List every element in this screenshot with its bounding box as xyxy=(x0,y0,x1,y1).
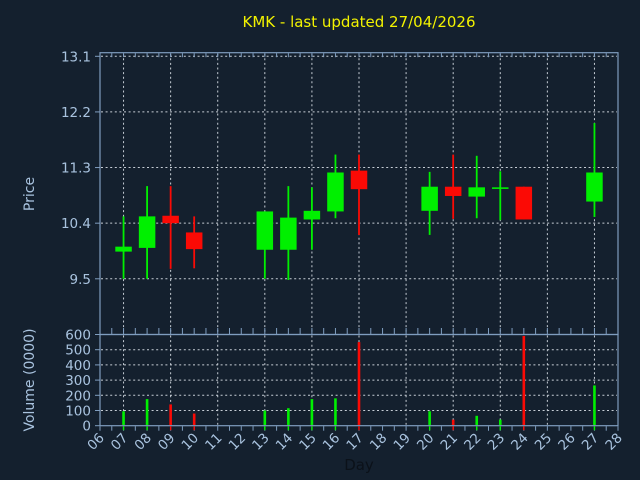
volume-tick-label: 200 xyxy=(65,388,91,404)
candle-day-14 xyxy=(280,186,297,281)
volume-tick-label: 300 xyxy=(65,373,91,389)
candle-day-27 xyxy=(586,123,603,217)
price-axis-title: Price xyxy=(22,176,38,212)
candle-day-22 xyxy=(468,155,485,219)
volume-tick-label: 100 xyxy=(65,404,91,420)
candle-body xyxy=(256,211,274,250)
candle-body xyxy=(303,210,321,220)
volume-panel-frame xyxy=(99,333,619,427)
candle-body xyxy=(350,170,368,190)
volume-tick-label: 0 xyxy=(82,419,91,435)
price-tick-label: 9.5 xyxy=(70,272,91,288)
candle-day-16 xyxy=(327,154,344,219)
candle-day-07 xyxy=(115,216,132,279)
volume-tick-label: 600 xyxy=(65,328,91,344)
candle-day-13 xyxy=(256,211,274,279)
volume-tick-label: 400 xyxy=(65,358,91,374)
candle-day-21 xyxy=(444,154,462,219)
day-axis-title: Day xyxy=(344,456,374,474)
candle-day-10 xyxy=(185,216,203,269)
candle-body xyxy=(515,186,533,220)
volume-tick-label: 500 xyxy=(65,343,91,359)
chart-title: KMK - last updated 27/04/2026 xyxy=(242,13,476,31)
candle-body xyxy=(492,187,509,189)
candle-body xyxy=(327,172,344,212)
candle-body xyxy=(185,232,203,250)
price-tick-label: 12.2 xyxy=(61,105,91,121)
candle-day-24 xyxy=(515,186,533,220)
candle-day-20 xyxy=(421,171,438,235)
candle-day-23 xyxy=(492,171,509,221)
candle-body xyxy=(468,187,485,197)
price-tick-label: 11.3 xyxy=(61,161,91,177)
candle-body xyxy=(138,216,156,248)
candle-body xyxy=(280,217,297,250)
candle-body xyxy=(444,186,462,196)
candle-body xyxy=(162,215,179,224)
candle-body xyxy=(586,172,603,202)
candle-day-09 xyxy=(162,186,179,269)
candle-body xyxy=(115,246,132,252)
candle-body xyxy=(421,186,438,211)
price-tick-label: 10.4 xyxy=(61,216,91,232)
candle-day-08 xyxy=(138,186,156,279)
candle-day-15 xyxy=(303,187,321,250)
candle-day-17 xyxy=(350,154,368,235)
price-tick-label: 13.1 xyxy=(61,49,91,65)
volume-axis-title: Volume (0000) xyxy=(22,328,38,432)
